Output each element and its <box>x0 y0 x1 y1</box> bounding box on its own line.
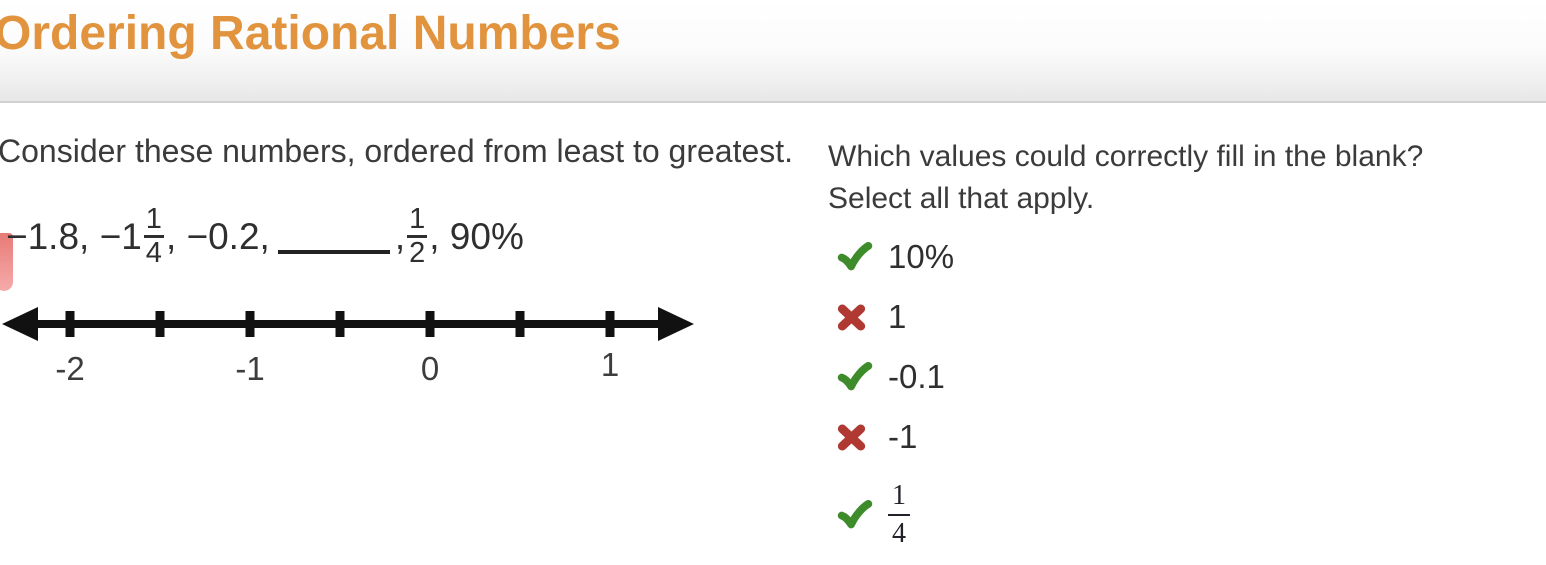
option-label: 10% <box>888 238 955 275</box>
answer-option-1[interactable]: 1 <box>836 287 954 347</box>
option-label: -0.1 <box>888 358 945 395</box>
sequence-mid: , −0.2, <box>165 216 270 257</box>
question-line-2: Select all that apply. <box>828 182 1095 215</box>
option-label: -1 <box>888 418 918 455</box>
answer-option-10-percent[interactable]: 10% <box>836 227 954 287</box>
number-sequence: −1.8, −1 1 4, −0.2,, 1 2, 90% <box>6 202 524 272</box>
blank-slot <box>277 224 390 254</box>
correct-check-icon <box>836 500 876 530</box>
option-label-fraction: 1 4 <box>888 480 910 550</box>
incorrect-cross-icon <box>836 303 876 332</box>
answer-option-neg-0-1[interactable]: -0.1 <box>836 347 954 407</box>
question-text: Which values could correctly fill in the… <box>828 136 1423 220</box>
number-line: -2 -1 0 1 <box>0 300 700 400</box>
page-header: Ordering Rational Numbers <box>0 0 1546 103</box>
correct-check-icon <box>836 242 876 272</box>
tick-label-neg2: -2 <box>55 350 85 387</box>
correct-check-icon <box>836 362 876 392</box>
tick-label-zero: 0 <box>420 350 440 387</box>
tick-label-one: 1 <box>600 346 620 383</box>
answer-option-neg-1[interactable]: -1 <box>836 407 954 467</box>
option-label: 1 <box>888 298 907 335</box>
question-line-1: Which values could correctly fill in the… <box>828 140 1424 173</box>
answer-option-one-fourth[interactable]: 1 4 <box>836 467 954 563</box>
prompt-text: Consider these numbers, ordered from lea… <box>0 133 794 169</box>
tick-label-neg1: -1 <box>235 350 265 387</box>
page-title: Ordering Rational Numbers <box>0 7 621 60</box>
sequence-comma: , <box>394 216 406 257</box>
sequence-tail: , 90% <box>429 216 524 257</box>
answer-options: 10% 1 -0.1 -1 <box>836 227 954 563</box>
number-line-graphic <box>2 307 694 341</box>
incorrect-cross-icon <box>836 423 876 452</box>
pink-marker-artifact <box>0 233 13 291</box>
sequence-lead: −1.8, −1 <box>6 216 142 257</box>
